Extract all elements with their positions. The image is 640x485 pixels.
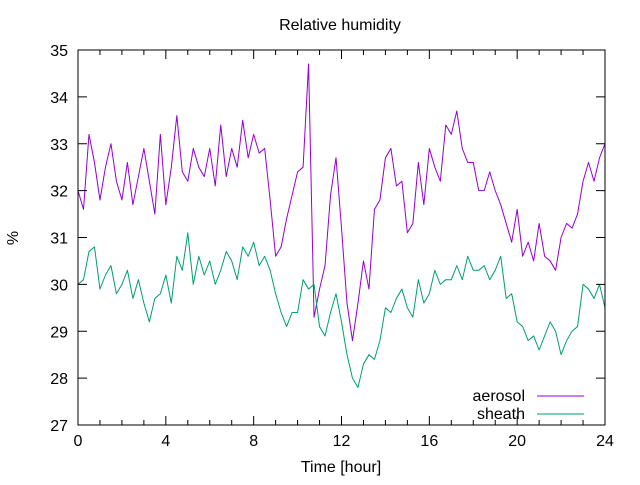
x-tick-label: 16 bbox=[420, 433, 438, 450]
series-line-sheath bbox=[77, 232, 606, 388]
x-tick-label: 20 bbox=[508, 433, 526, 450]
chart-title: Relative humidity bbox=[279, 17, 401, 34]
x-tick-label: 24 bbox=[596, 433, 614, 450]
x-tick-label: 8 bbox=[249, 433, 258, 450]
y-tick-label: 32 bbox=[50, 184, 68, 201]
y-tick-label: 30 bbox=[50, 277, 68, 294]
y-tick-label: 33 bbox=[50, 137, 68, 154]
y-tick-label: 31 bbox=[50, 231, 68, 248]
y-tick-label: 34 bbox=[50, 90, 68, 107]
y-tick-label: 29 bbox=[50, 324, 68, 341]
y-tick-label: 27 bbox=[50, 418, 68, 435]
series-line-aerosol bbox=[77, 63, 606, 342]
series-layer bbox=[77, 63, 606, 388]
y-tick-label: 35 bbox=[50, 43, 68, 60]
x-tick-label: 0 bbox=[74, 433, 83, 450]
x-tick-label: 12 bbox=[333, 433, 351, 450]
plot-frame bbox=[77, 49, 606, 426]
legend-label-aerosol: aerosol bbox=[473, 388, 525, 405]
x-axis-label: Time [hour] bbox=[301, 459, 381, 476]
legend-label-sheath: sheath bbox=[477, 406, 525, 423]
y-tick-label: 28 bbox=[50, 371, 68, 388]
y-axis-label: % bbox=[5, 231, 22, 245]
axis-ticks: 0 4 8 12 16 20 24 27 28 29 30 31 32 33 34 35 bbox=[50, 43, 614, 450]
x-tick-label: 4 bbox=[161, 433, 170, 450]
